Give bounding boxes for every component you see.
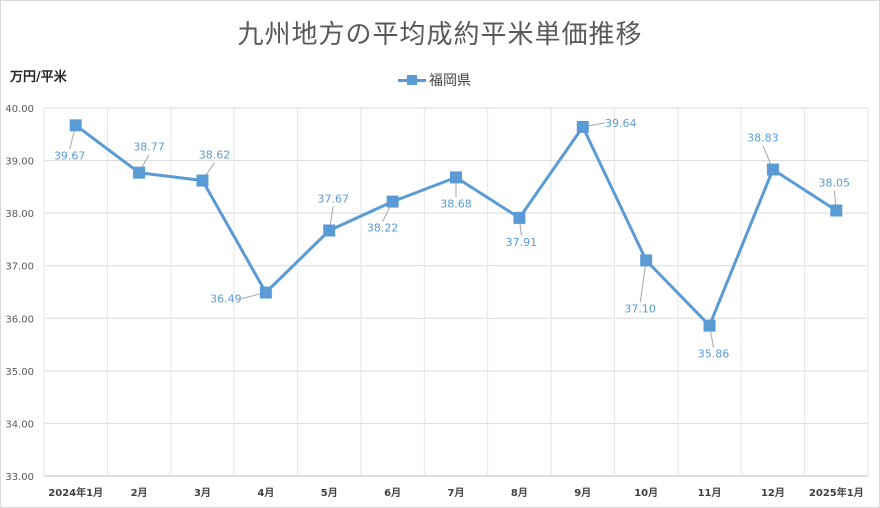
- data-point-marker: [69, 119, 82, 132]
- data-label: 39.64: [605, 117, 637, 130]
- x-tick-label: 2月: [131, 487, 148, 499]
- series-line-fukuoka: [74, 124, 838, 328]
- data-point-marker: [259, 286, 272, 299]
- legend: 福岡県: [398, 70, 471, 90]
- data-point-marker: [766, 163, 779, 176]
- chart-title: 九州地方の平均成約平米単価推移: [237, 20, 643, 50]
- data-point-marker: [323, 224, 336, 237]
- x-tick-label: 5月: [321, 487, 338, 499]
- data-label: 35.86: [698, 348, 730, 361]
- data-point-marker: [640, 254, 653, 267]
- data-label: 38.68: [440, 197, 472, 210]
- data-point-marker: [576, 120, 589, 133]
- x-tick-label: 8月: [511, 487, 528, 499]
- x-tick-label: 11月: [698, 487, 722, 499]
- x-tick-label: 12月: [761, 487, 785, 499]
- x-tick-label: 6月: [384, 487, 401, 499]
- data-point-marker: [513, 211, 526, 224]
- legend-label: 福岡県: [429, 73, 471, 89]
- data-label: 39.67: [54, 149, 86, 162]
- y-tick-label: 34.00: [5, 419, 34, 430]
- y-tick-label: 33.00: [5, 472, 34, 483]
- data-label: 36.49: [210, 293, 242, 306]
- data-label: 38.62: [199, 149, 231, 162]
- x-tick-label: 10月: [634, 487, 658, 499]
- data-point-marker: [196, 174, 209, 187]
- data-label: 38.77: [133, 141, 165, 154]
- y-tick-label: 37.00: [5, 262, 34, 273]
- x-tick-label: 2024年1月: [48, 486, 103, 499]
- data-point-marker: [386, 195, 399, 208]
- data-point-marker: [830, 204, 843, 217]
- x-tick-label: 3月: [194, 487, 211, 499]
- x-tick-label: 9月: [574, 487, 591, 499]
- data-label: 38.22: [367, 222, 399, 235]
- data-label-leader: [639, 260, 647, 303]
- x-tick-label: 7月: [448, 487, 465, 499]
- y-tick-label: 40.00: [5, 104, 34, 115]
- y-tick-label: 36.00: [5, 314, 34, 325]
- data-point-marker: [133, 166, 146, 179]
- data-label: 37.10: [624, 302, 656, 315]
- data-label: 37.91: [506, 236, 538, 249]
- data-point-marker: [450, 171, 462, 184]
- data-label: 38.05: [819, 177, 851, 190]
- y-tick-label: 38.00: [5, 209, 34, 220]
- y-tick-label: 35.00: [5, 367, 34, 378]
- y-axis-unit-label: 万円/平米: [10, 70, 67, 85]
- x-tick-label: 4月: [257, 487, 274, 499]
- data-label: 37.67: [317, 192, 349, 205]
- data-label: 38.83: [747, 132, 779, 145]
- y-tick-label: 39.00: [5, 157, 34, 168]
- legend-swatch: [398, 73, 426, 87]
- data-point-marker: [703, 319, 716, 332]
- x-tick-label: 2025年1月: [809, 486, 864, 499]
